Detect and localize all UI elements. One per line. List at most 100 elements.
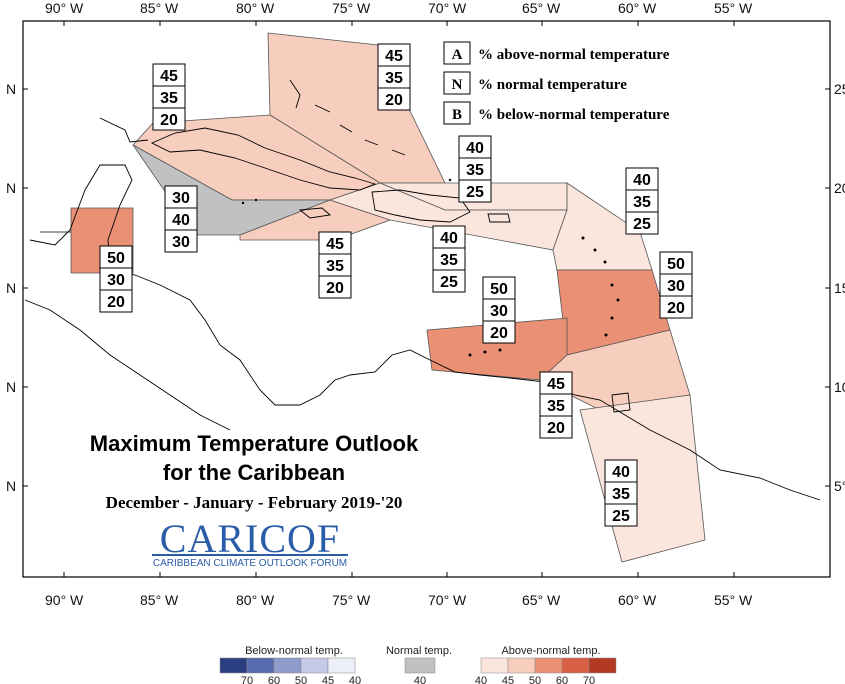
colorbar-swatch: [246, 657, 275, 674]
prob-box-guianas: 40 35 25: [604, 459, 638, 527]
prob-below: 20: [160, 112, 178, 129]
colorbar-swatch: [327, 657, 356, 674]
lon-label-bottom: 70° W: [428, 592, 467, 608]
lon-label-top: 75° W: [332, 0, 371, 16]
legend-letter-b: B: [452, 107, 462, 123]
lon-label-top: 60° W: [618, 0, 657, 16]
prob-box-windward-islands: 50 30 20: [659, 251, 693, 319]
anb-legend: A N B % above-normal temperature % norma…: [443, 41, 670, 125]
legend-letter-a: A: [452, 47, 463, 63]
lon-labels-top: 90° W 85° W 80° W 75° W 70° W 65° W 60° …: [45, 0, 753, 16]
colorbar-tick: 40: [349, 675, 361, 684]
colorbar-swatch: [219, 657, 248, 674]
prob-normal: 40: [172, 212, 190, 229]
colorbar-above-swatches: [480, 657, 617, 674]
prob-below: 20: [547, 420, 565, 437]
lon-label-bottom: 85° W: [140, 592, 179, 608]
lat-label-left: N: [6, 379, 16, 395]
prob-normal: 35: [633, 194, 651, 211]
colorbar-tick: 70: [241, 675, 253, 684]
colorbar-swatch: [480, 657, 509, 674]
lon-label-top: 65° W: [522, 0, 561, 16]
lat-label-left: N: [6, 478, 16, 494]
lat-label-right: 5°: [834, 478, 845, 494]
legend-letter-n: N: [452, 77, 463, 93]
prob-normal: 35: [612, 486, 630, 503]
lon-label-top: 85° W: [140, 0, 179, 16]
prob-box-leeward-islands: 40 35 25: [625, 167, 659, 235]
caricof-logo: CARICOF CARIBBEAN CLIMATE OUTLOOK FORUM: [152, 516, 348, 569]
prob-above: 50: [667, 256, 685, 273]
prob-normal: 35: [466, 162, 484, 179]
colorbar: Below-normal temp. Normal temp. Above-no…: [219, 645, 617, 684]
prob-above: 40: [633, 172, 651, 189]
colorbar-swatch: [534, 657, 563, 674]
prob-below: 20: [107, 294, 125, 311]
lon-labels-bottom: 90° W 85° W 80° W 75° W 70° W 65° W 60° …: [45, 592, 753, 608]
lat-label-left: N: [6, 180, 16, 196]
prob-below: 20: [326, 280, 344, 297]
lat-label-left: N: [6, 280, 16, 296]
prob-above: 45: [160, 68, 178, 85]
colorbar-tick: 45: [502, 675, 514, 684]
lon-label-bottom: 65° W: [522, 592, 561, 608]
prob-box-cuba: 45 35 20: [152, 63, 186, 131]
lat-label-right: 15°: [834, 280, 845, 296]
colorbar-below-title: Below-normal temp.: [245, 645, 343, 657]
prob-normal: 35: [326, 258, 344, 275]
lon-label-bottom: 90° W: [45, 592, 84, 608]
colorbar-tick: 70: [583, 675, 595, 684]
lon-label-bottom: 60° W: [618, 592, 657, 608]
legend-text-normal: % normal temperature: [478, 77, 627, 93]
prob-normal: 35: [440, 252, 458, 269]
prob-above: 30: [172, 190, 190, 207]
lat-label-right: 20°: [834, 180, 845, 196]
lat-labels-left: N N N N N: [6, 81, 16, 494]
prob-above: 45: [385, 48, 403, 65]
lon-label-bottom: 75° W: [332, 592, 371, 608]
colorbar-below-swatches: [219, 657, 356, 674]
colorbar-swatch-normal: [404, 657, 436, 674]
colorbar-swatch: [561, 657, 590, 674]
logo-subtitle: CARIBBEAN CLIMATE OUTLOOK FORUM: [153, 558, 347, 569]
legend-text-above: % above-normal temperature: [478, 47, 670, 63]
lon-label-bottom: 80° W: [236, 592, 275, 608]
colorbar-tick: 45: [322, 675, 334, 684]
prob-below: 20: [385, 92, 403, 109]
prob-normal: 35: [160, 90, 178, 107]
logo-wordmark: CARICOF: [160, 516, 340, 561]
prob-normal: 30: [667, 278, 685, 295]
title-block: Maximum Temperature Outlook for the Cari…: [90, 431, 419, 512]
prob-below: 25: [633, 216, 651, 233]
prob-above: 40: [466, 140, 484, 157]
lon-label-top: 90° W: [45, 0, 84, 16]
axis-ticks: [23, 21, 830, 577]
lon-label-top: 55° W: [714, 0, 753, 16]
colorbar-above-title: Above-normal temp.: [501, 645, 600, 657]
prob-below: 25: [612, 508, 630, 525]
colorbar-swatch: [300, 657, 329, 674]
prob-below: 25: [466, 184, 484, 201]
legend-text-below: % below-normal temperature: [478, 107, 670, 123]
lat-label-left: N: [6, 81, 16, 97]
lat-label-right: 25°: [834, 81, 845, 97]
lat-labels-right: 25° 20° 15° 10° 5°: [834, 81, 845, 494]
prob-box-abc-islands: 50 30 20: [482, 276, 516, 344]
prob-below: 20: [667, 300, 685, 317]
prob-box-bahamas: 45 35 20: [377, 43, 411, 111]
lon-label-top: 70° W: [428, 0, 467, 16]
lon-label-bottom: 55° W: [714, 592, 753, 608]
prob-above: 40: [440, 230, 458, 247]
prob-box-cayman: 30 40 30: [164, 185, 198, 253]
colorbar-swatch: [507, 657, 536, 674]
colorbar-tick: 50: [529, 675, 541, 684]
lat-label-right: 10°: [834, 379, 845, 395]
lon-label-top: 80° W: [236, 0, 275, 16]
colorbar-swatch: [588, 657, 617, 674]
title-line-1: Maximum Temperature Outlook: [90, 431, 419, 456]
prob-above: 45: [326, 236, 344, 253]
title-line-2: for the Caribbean: [163, 460, 345, 485]
prob-box-jamaica: 45 35 20: [318, 231, 352, 299]
colorbar-tick: 50: [295, 675, 307, 684]
